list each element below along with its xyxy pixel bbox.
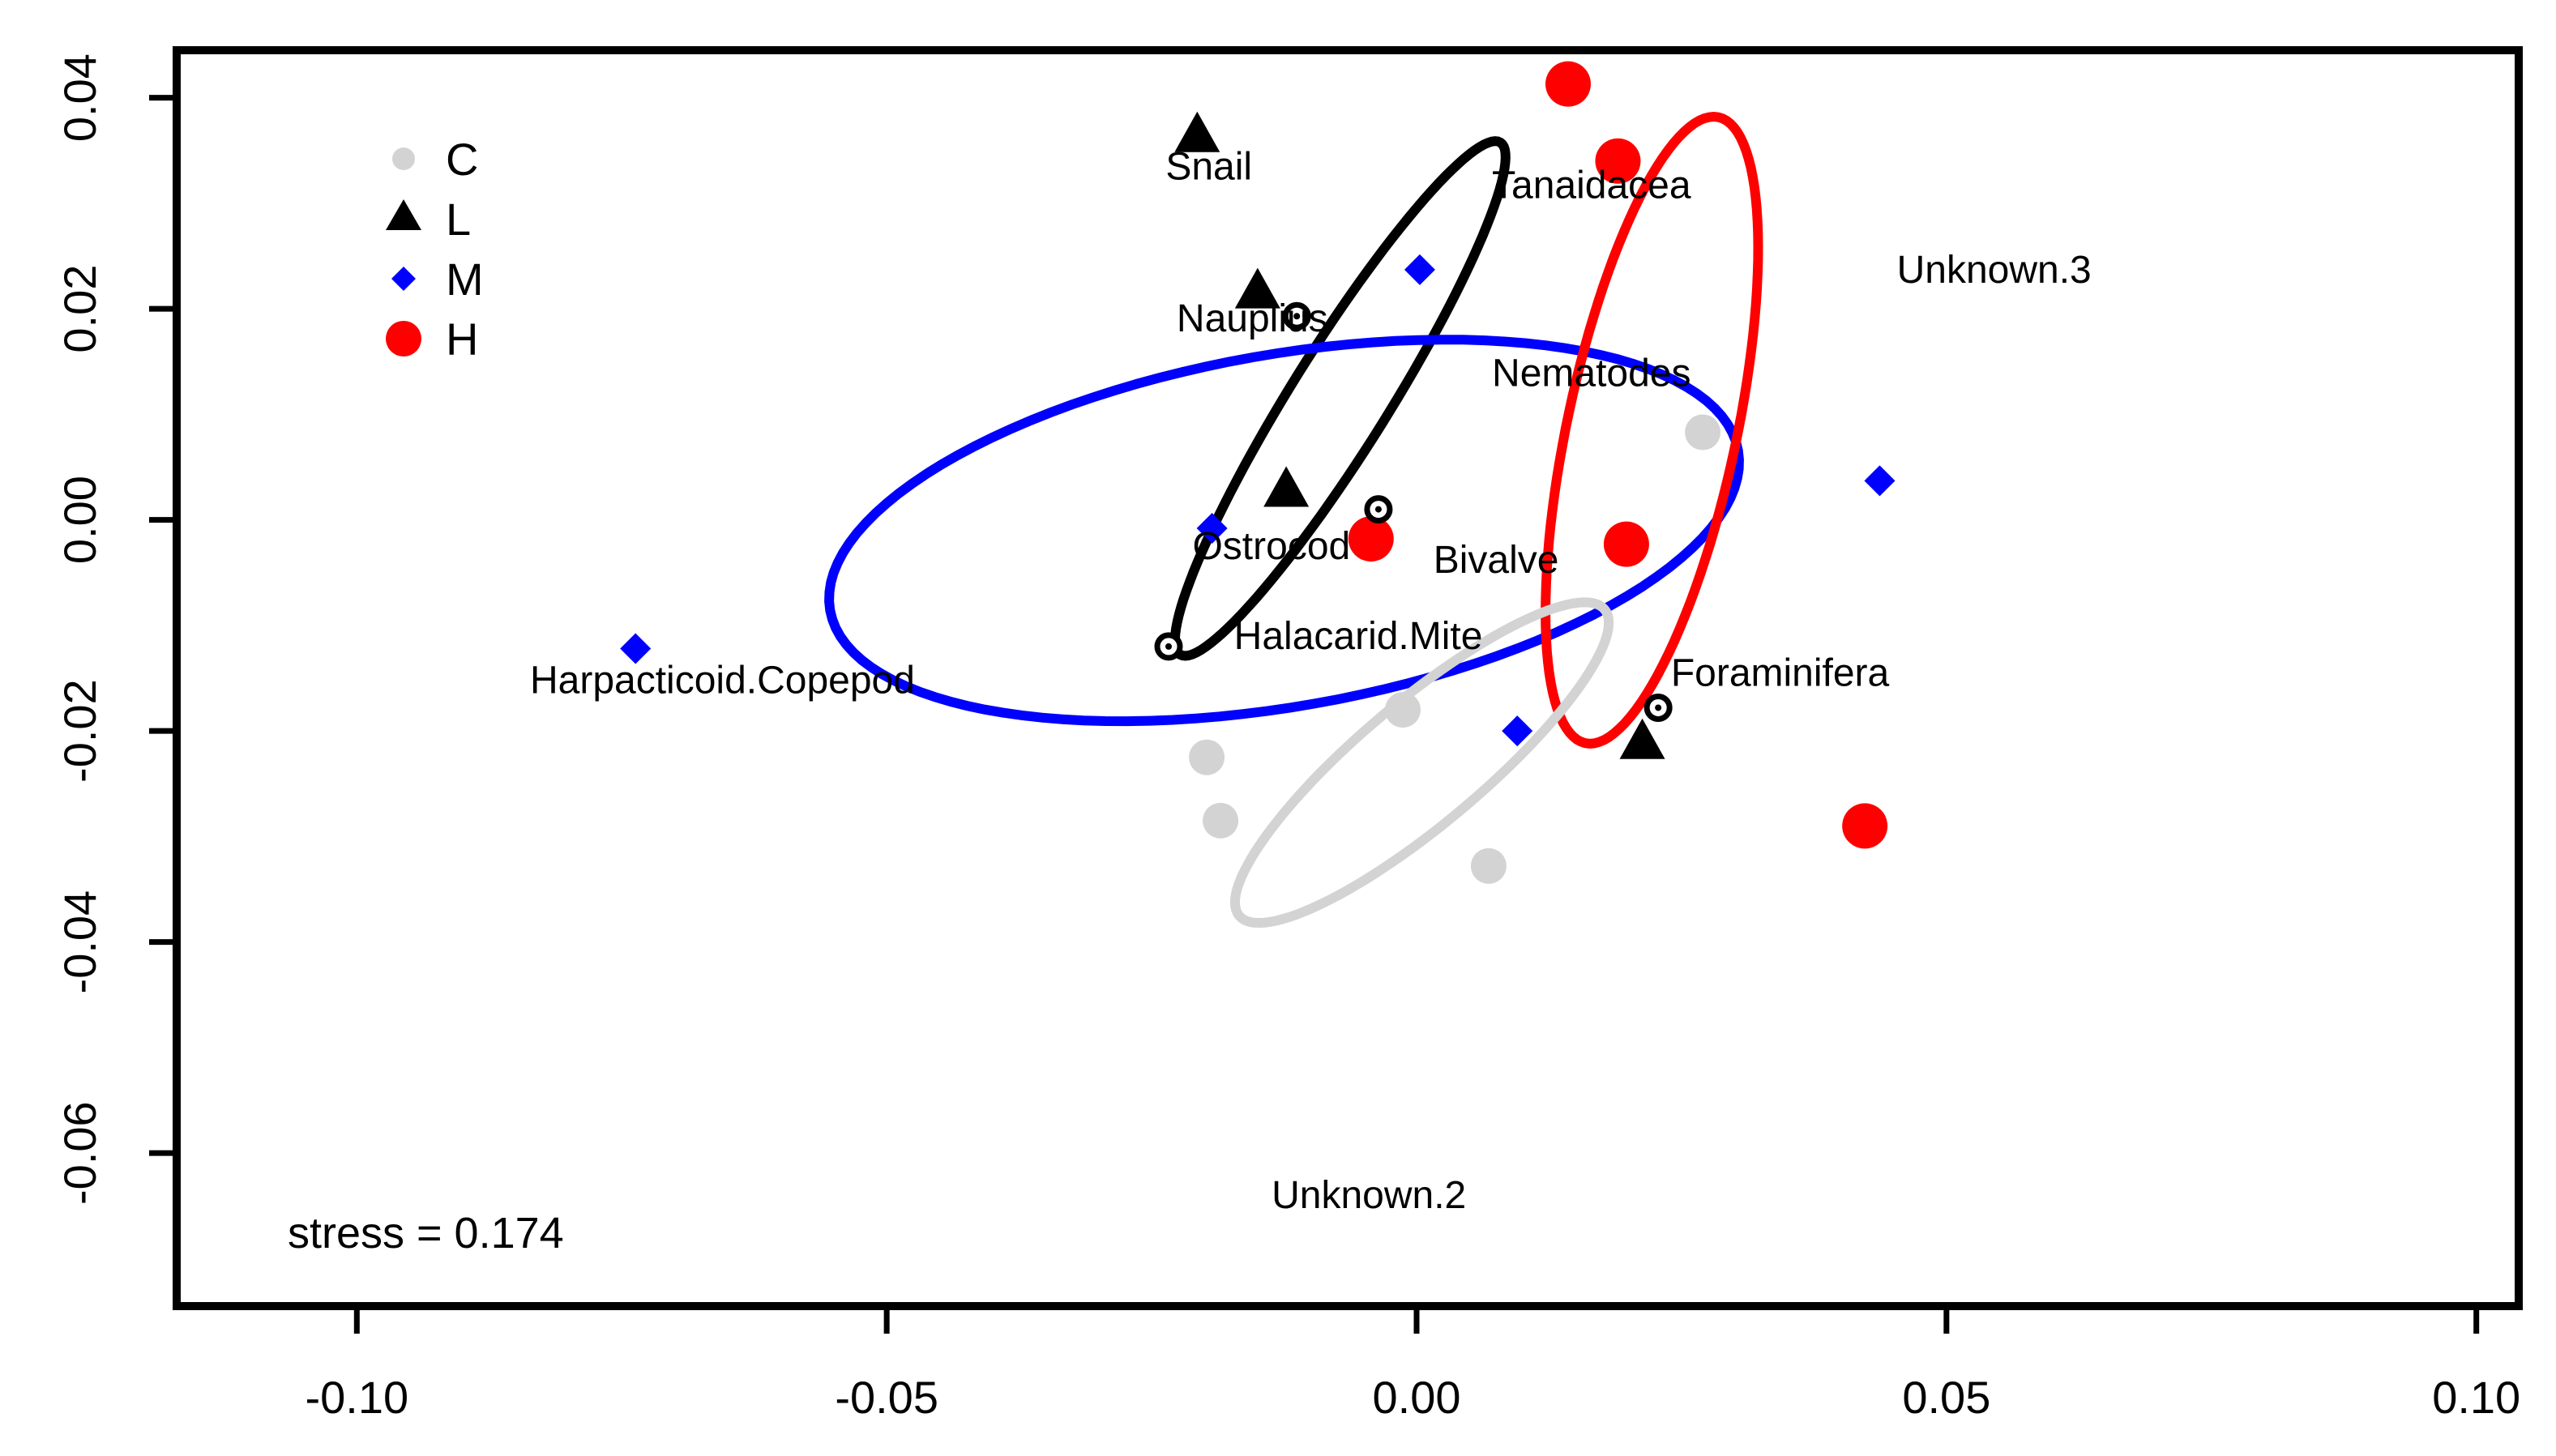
- x-tick-label: 0.00: [1373, 1372, 1461, 1423]
- site-point-C: [1470, 848, 1507, 884]
- species-marker-dot: [1165, 643, 1172, 650]
- legend-marker-M: [391, 267, 416, 291]
- y-tick-label: 0.02: [54, 265, 105, 353]
- species-label: Nauplius: [1177, 297, 1328, 340]
- site-point-M: [620, 633, 652, 664]
- ellipse-M: [824, 335, 1744, 727]
- x-tick-label: -0.05: [835, 1372, 938, 1423]
- x-tick-label: 0.10: [2432, 1372, 2520, 1423]
- legend-marker-H: [386, 321, 421, 357]
- y-tick-label: 0.00: [54, 476, 105, 564]
- site-point-M: [1404, 254, 1435, 285]
- legend-marker-C: [392, 147, 415, 170]
- species-label: Snail: [1165, 145, 1252, 188]
- site-point-C: [1685, 414, 1721, 450]
- ellipse-C: [1229, 597, 1614, 929]
- ellipse-layer: [824, 111, 1763, 929]
- species-label: Nematodes: [1492, 352, 1690, 395]
- site-point-H: [1545, 61, 1591, 107]
- x-tick-label: -0.10: [305, 1372, 408, 1423]
- species-label: Harpacticoid.Copepod: [530, 660, 915, 702]
- species-label: Ostrocod: [1192, 525, 1350, 568]
- site-point-C: [1189, 739, 1225, 775]
- site-point-H: [1603, 521, 1649, 567]
- site-point-H: [1595, 138, 1641, 184]
- legend-marker-L: [386, 199, 421, 230]
- site-point-H: [1348, 516, 1394, 562]
- site-point-L: [1263, 466, 1310, 507]
- site-point-L: [1174, 111, 1220, 152]
- species-label: Unknown.2: [1272, 1174, 1466, 1217]
- species-label: Bivalve: [1434, 539, 1559, 582]
- site-point-M: [1196, 513, 1228, 544]
- species-label: Tanaidacea: [1492, 164, 1691, 207]
- legend-label-L: L: [446, 194, 471, 245]
- y-tick-label: 0.04: [54, 53, 105, 142]
- x-tick-label: 0.05: [1902, 1372, 1990, 1423]
- point-layer: [620, 61, 1896, 884]
- stress-annotation: stress = 0.174: [288, 1209, 564, 1257]
- site-point-M: [1864, 465, 1896, 497]
- legend-label-C: C: [446, 134, 478, 185]
- species-layer: Snail Tanaidacea Unknown.3 Nauplius Nematode…: [530, 145, 2092, 1217]
- legend-label-H: H: [446, 314, 478, 365]
- species-label: Unknown.3: [1897, 249, 2092, 292]
- legend-label-M: M: [446, 254, 484, 305]
- plot-frame: [173, 46, 2523, 1310]
- y-tick-label: -0.04: [54, 890, 105, 994]
- ellipse-H: [1541, 111, 1763, 749]
- species-label: Halacarid.Mite: [1234, 615, 1483, 658]
- species-marker-dot: [1293, 313, 1301, 320]
- species-label: Foraminifera: [1671, 651, 1890, 694]
- site-point-L: [1234, 267, 1280, 309]
- y-tick-label: -0.02: [54, 679, 105, 783]
- axes-layer: -0.10 -0.05 0.00 0.05 0.10 0.04 0.02 0.00 -0.02 -…: [54, 53, 2520, 1423]
- y-tick-label: -0.06: [54, 1101, 105, 1205]
- site-point-C: [1203, 802, 1239, 839]
- species-marker-dot: [1374, 506, 1382, 513]
- site-point-H: [1842, 803, 1888, 849]
- site-point-L: [1619, 718, 1665, 759]
- site-point-M: [1502, 715, 1533, 747]
- site-point-C: [1385, 692, 1421, 728]
- species-marker-dot: [1655, 704, 1662, 711]
